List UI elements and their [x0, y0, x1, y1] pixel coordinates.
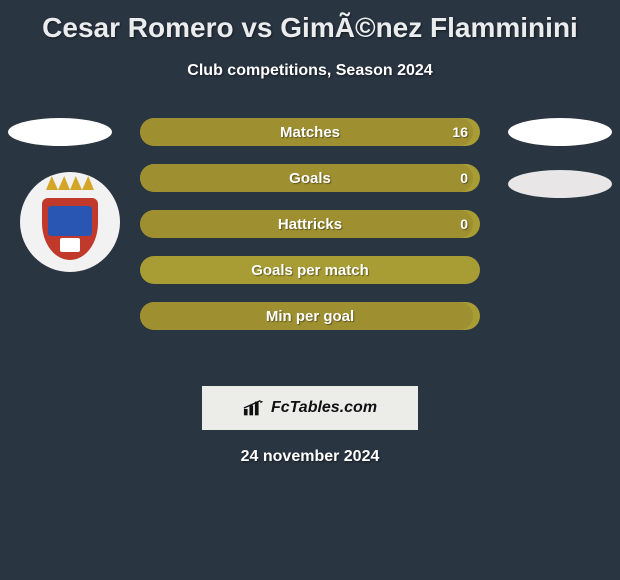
page-subtitle: Club competitions, Season 2024 — [0, 44, 620, 80]
stats-bars: Matches 16 Goals 0 Hattricks 0 Goals per… — [140, 118, 480, 348]
stat-label: Min per goal — [140, 302, 480, 330]
stats-area: Matches 16 Goals 0 Hattricks 0 Goals per… — [0, 118, 620, 378]
player-photo-placeholder-left — [8, 118, 112, 146]
snapshot-date: 24 november 2024 — [0, 448, 620, 466]
stat-value: 0 — [460, 164, 468, 192]
bar-chart-icon — [243, 399, 265, 417]
brand-text: FcTables.com — [271, 399, 377, 417]
stat-row-goals: Goals 0 — [140, 164, 480, 192]
crown-icon — [46, 176, 94, 190]
shield-icon — [42, 198, 98, 260]
stat-row-goals-per-match: Goals per match — [140, 256, 480, 284]
club-badge — [20, 172, 120, 272]
player-photo-placeholder-right-1 — [508, 118, 612, 146]
stat-value: 16 — [452, 118, 468, 146]
brand-box[interactable]: FcTables.com — [202, 386, 418, 430]
player-photo-placeholder-right-2 — [508, 170, 612, 198]
stat-label: Hattricks — [140, 210, 480, 238]
stat-label: Goals per match — [140, 256, 480, 284]
stat-label: Matches — [140, 118, 480, 146]
stat-row-matches: Matches 16 — [140, 118, 480, 146]
page-title: Cesar Romero vs GimÃ©nez Flamminini — [0, 0, 620, 44]
stat-row-hattricks: Hattricks 0 — [140, 210, 480, 238]
stat-label: Goals — [140, 164, 480, 192]
stat-row-min-per-goal: Min per goal — [140, 302, 480, 330]
stat-value: 0 — [460, 210, 468, 238]
